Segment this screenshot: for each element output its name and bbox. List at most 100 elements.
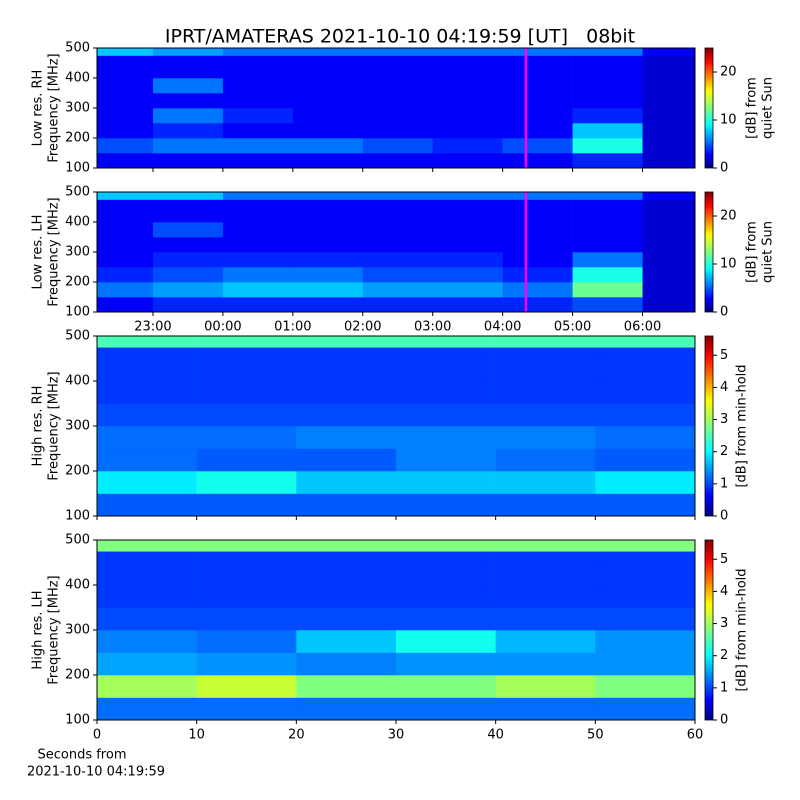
colorbar-tick-label: 3 [720,412,728,427]
heatmap-cell [292,63,364,79]
heatmap-cell [296,448,397,472]
heatmap-cell [222,123,294,139]
x-tick-label: 50 [587,728,604,743]
colorbar-tick-label: 0 [720,509,728,524]
heatmap-cell [97,562,197,586]
heatmap-cell [222,78,294,94]
heatmap-cell [572,93,643,109]
heatmap-cell [222,153,294,169]
heatmap-cell [222,108,294,124]
heatmap-cell [502,123,573,139]
heatmap-cell [396,697,496,721]
y-axis-label: Low res. RH [31,70,46,147]
heatmap-cell [292,138,364,154]
heatmap-cell [495,336,596,348]
heatmap-cell [222,93,294,109]
heatmap-cell [495,630,596,653]
heatmap-cell [362,123,434,139]
heatmap-cell [502,192,573,200]
x-tick-label: 05:00 [554,320,591,335]
y-tick-label: 100 [65,509,90,524]
y-tick-label: 500 [65,185,90,200]
heatmap-cell [97,630,197,653]
heatmap-cell [396,551,496,563]
colorbar-tick-label: 20 [720,65,737,80]
heatmap-cell [296,630,397,653]
heatmap-cell [222,252,294,268]
heatmap-cell [152,199,224,208]
heatmap-cell [642,192,696,200]
heatmap-cell [432,222,503,238]
heatmap-cell [572,55,643,64]
y-axis-label: Frequency [MHz] [47,575,62,684]
heatmap-cell [572,138,643,154]
heatmap-cell [362,108,434,124]
heatmap-cell [97,347,197,359]
y-tick-label: 100 [65,305,90,320]
heatmap-cell [296,551,397,563]
heatmap-cell [595,562,696,586]
heatmap-cell [572,48,643,56]
heatmap-cell [642,153,696,169]
colorbar-tick-label: 0 [720,713,728,728]
heatmap-cell [432,138,503,154]
heatmap-cell [595,540,696,552]
heatmap-cell [572,207,643,223]
heatmap-cell [196,448,297,472]
heatmap-cell [97,267,154,283]
heatmap-cell [196,585,297,608]
x-axis-label: 2021-10-10 04:19:59 [27,765,165,780]
x-tick-label: 0 [93,728,101,743]
heatmap-cell [97,697,197,721]
heatmap-cell [495,381,596,404]
x-tick-label: 40 [487,728,504,743]
heatmap-cell [152,207,224,223]
heatmap-cell [642,78,696,94]
heatmap-cell [152,192,224,200]
heatmap-cell [196,697,297,721]
heatmap-cell [595,652,696,676]
heatmap-cell [502,138,573,154]
heatmap-cell [396,585,496,608]
heatmap-cell [97,403,197,427]
heatmap-cell [292,297,364,313]
heatmap-cell [432,93,503,109]
heatmap-cell [222,138,294,154]
heatmap-cell [432,207,503,223]
heatmap-cell [97,471,197,494]
colorbar-tick-label: 0 [720,161,728,176]
heatmap-cell [502,108,573,124]
colorbar-tick-label: 4 [720,584,728,599]
heatmap-cell [97,493,197,517]
heatmap-cell [642,267,696,283]
y-tick-label: 300 [65,623,90,638]
heatmap-cell [595,426,696,449]
heatmap-cell [296,562,397,586]
y-tick-label: 100 [65,161,90,176]
y-tick-label: 500 [65,41,90,56]
heatmap-cell [396,630,496,653]
heatmap-cell [222,237,294,253]
colorbar-label: [dB] from min-hold [735,364,750,487]
heatmap-cell [97,297,154,313]
heatmap-cell [595,347,696,359]
heatmap-cell [97,551,197,563]
heatmap-cell [152,108,224,124]
heatmap-cell [222,192,294,200]
colorbar-tick-label: 3 [720,616,728,631]
colorbar-tick-label: 2 [720,648,728,663]
heatmap-cell [432,192,503,200]
heatmap-cell [396,381,496,404]
heatmap-cell [196,562,297,586]
heatmap-cell [432,237,503,253]
heatmap-cell [292,252,364,268]
heatmap-cell [595,336,696,348]
y-axis-label: High res. RH [31,386,46,467]
heatmap-cell [152,63,224,79]
heatmap-cell [196,471,297,494]
x-tick-label: 01:00 [274,320,311,335]
colorbar-tick-label: 10 [720,113,737,128]
heatmap-cell [292,55,364,64]
heatmap-cell [432,153,503,169]
colorbar-tick-label: 20 [720,209,737,224]
